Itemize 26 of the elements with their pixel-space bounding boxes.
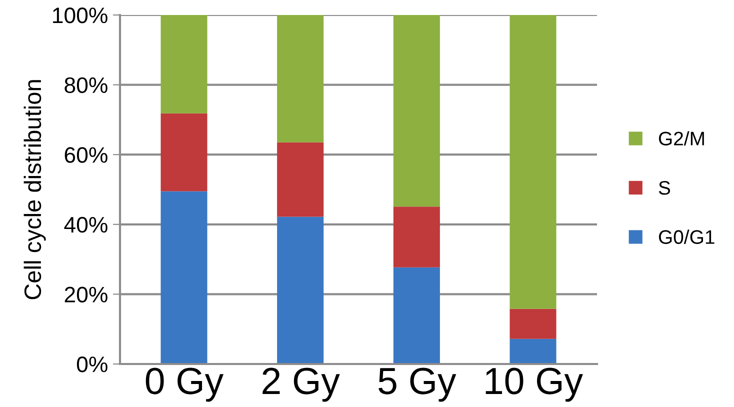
y-tick-label: 100% xyxy=(53,8,108,24)
bar xyxy=(393,206,440,268)
bar xyxy=(510,308,556,339)
bar xyxy=(393,267,440,364)
legend-label: G0/G1 xyxy=(658,230,714,244)
x-tick-label: 0 Gy xyxy=(146,368,224,402)
bar xyxy=(277,142,324,217)
bar xyxy=(160,113,208,192)
y-tick-label: 0% xyxy=(76,356,108,372)
bar xyxy=(277,216,324,364)
bar xyxy=(393,15,440,207)
bar xyxy=(510,15,556,309)
x-tick-label: 5 Gy xyxy=(378,368,456,402)
bar xyxy=(160,191,208,364)
legend-label: G2/M xyxy=(658,131,704,146)
y-tick-label: 20% xyxy=(64,286,108,302)
bar xyxy=(160,15,208,114)
x-tick-label: 2 Gy xyxy=(262,368,340,402)
y-tick-label: 80% xyxy=(64,77,108,94)
legend-label: S xyxy=(658,180,670,195)
x-tick-label: 10 Gy xyxy=(486,368,583,402)
bar xyxy=(510,338,556,364)
y-axis-title: Cell cycle distribution xyxy=(24,80,46,300)
bar xyxy=(277,15,324,142)
y-tick-label: 60% xyxy=(64,147,108,163)
y-tick-label: 40% xyxy=(64,216,108,233)
